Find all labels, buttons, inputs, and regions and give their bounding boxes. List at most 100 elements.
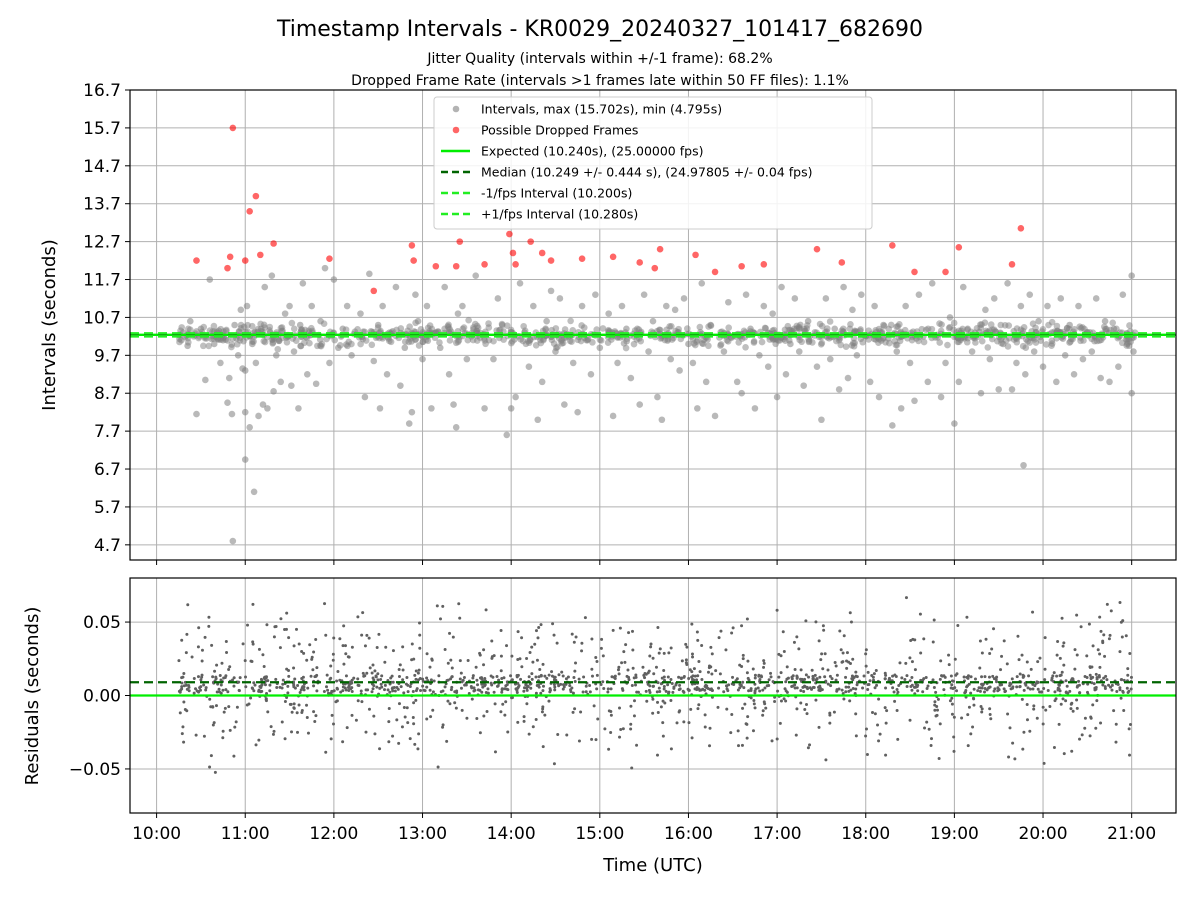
residual-point — [978, 639, 982, 643]
residual-point — [690, 675, 694, 679]
residual-point — [708, 726, 712, 730]
residual-point — [980, 682, 984, 686]
residual-point — [1092, 682, 1096, 686]
residual-point — [960, 716, 964, 720]
residual-point — [227, 705, 231, 709]
residual-point — [773, 699, 777, 703]
residual-point — [577, 739, 581, 743]
residual-point — [618, 735, 622, 739]
interval-point — [569, 359, 577, 367]
residual-point — [341, 740, 345, 744]
residual-point — [560, 670, 564, 674]
interval-point — [241, 456, 249, 463]
residual-point — [736, 729, 740, 733]
residual-point — [1043, 636, 1047, 640]
residual-point — [588, 690, 592, 694]
residual-point — [180, 681, 184, 685]
residual-point — [470, 697, 474, 701]
residual-point — [350, 645, 354, 649]
residual-point — [709, 687, 713, 691]
dropped-frame-point — [452, 262, 460, 270]
residual-point — [288, 702, 292, 706]
dropped-frame-point — [547, 257, 555, 264]
residual-point — [1042, 686, 1046, 690]
intervals-y-tick-label: 13.7 — [83, 195, 121, 215]
residual-point — [1017, 658, 1021, 662]
residual-point — [995, 680, 999, 684]
interval-point — [534, 416, 542, 424]
residual-point — [847, 685, 851, 689]
residual-point — [237, 688, 241, 692]
interval-point — [228, 341, 236, 348]
residual-point — [703, 688, 707, 692]
residual-point — [976, 689, 980, 693]
residual-point — [695, 678, 699, 682]
residual-point — [1075, 653, 1079, 657]
residual-point — [1107, 683, 1111, 687]
residual-point — [225, 650, 229, 654]
residual-point — [621, 727, 625, 731]
residual-point — [1043, 678, 1047, 682]
interval-point — [986, 355, 994, 363]
residual-point — [184, 683, 188, 687]
interval-point — [543, 317, 550, 325]
interval-point — [1004, 343, 1012, 350]
residual-point — [1105, 602, 1109, 606]
interval-point — [507, 405, 515, 412]
interval-point — [1053, 322, 1061, 330]
interval-point — [955, 378, 963, 386]
interval-point — [1022, 344, 1030, 352]
residual-point — [929, 744, 933, 748]
interval-point — [751, 405, 759, 412]
interval-point — [1053, 378, 1060, 386]
residual-point — [582, 675, 586, 679]
residual-point — [870, 711, 874, 715]
residual-point — [826, 668, 830, 672]
residual-point — [620, 661, 624, 665]
interval-point — [733, 378, 741, 386]
residual-point — [1070, 701, 1074, 705]
residual-point — [965, 685, 969, 689]
residual-point — [344, 652, 348, 656]
residual-point — [466, 658, 470, 662]
residual-point — [370, 671, 374, 675]
interval-point — [649, 317, 657, 325]
residual-point — [1028, 729, 1032, 733]
interval-point — [482, 340, 489, 348]
interval-point — [1071, 325, 1078, 333]
residual-point — [684, 661, 688, 665]
residual-point — [343, 686, 347, 690]
residual-point — [1088, 734, 1092, 738]
residual-point — [814, 620, 818, 624]
interval-point — [246, 424, 253, 431]
residual-point — [1075, 613, 1079, 617]
residual-point — [389, 676, 393, 680]
residual-point — [221, 736, 225, 740]
interval-point — [231, 321, 238, 329]
residual-point — [211, 675, 215, 679]
residual-point — [398, 663, 402, 667]
interval-point — [270, 388, 277, 395]
residual-point — [499, 654, 503, 658]
residual-point — [835, 673, 839, 677]
residual-point — [413, 673, 417, 677]
residual-point — [480, 690, 484, 694]
dropped-frame-point — [456, 238, 464, 245]
intervals-y-tick-label: 7.7 — [94, 422, 121, 442]
interval-point — [977, 389, 985, 397]
residual-point — [761, 709, 765, 713]
residual-point — [457, 602, 461, 606]
residual-point — [698, 670, 702, 674]
residual-point — [415, 687, 419, 691]
residual-point — [1005, 662, 1009, 666]
residual-point — [829, 684, 833, 688]
residual-point — [667, 691, 671, 695]
residual-point — [462, 676, 466, 680]
x-tick-label: 11:00 — [221, 824, 270, 844]
residual-point — [192, 677, 196, 681]
residual-point — [584, 684, 588, 688]
residual-point — [198, 688, 202, 692]
residual-point — [324, 750, 328, 754]
dropped-frame-point — [955, 243, 963, 251]
residual-point — [555, 641, 559, 645]
